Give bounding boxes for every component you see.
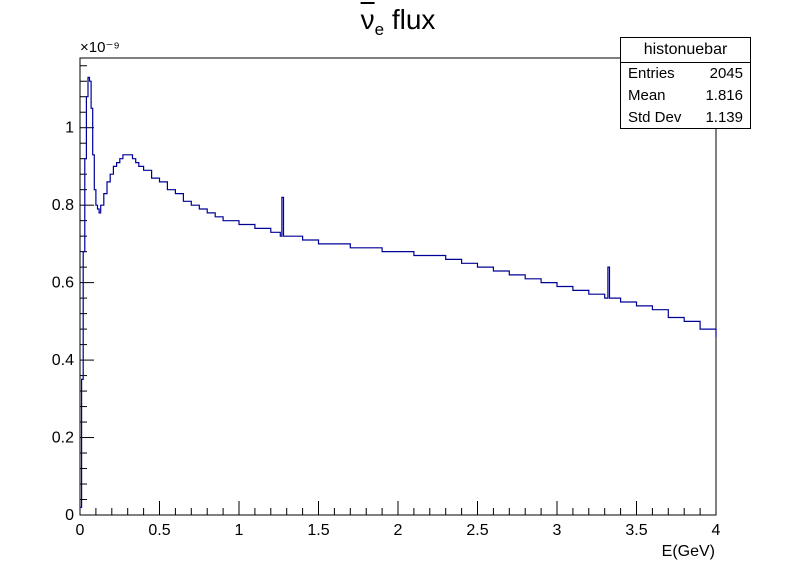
stats-row-mean: Mean 1.816 xyxy=(621,85,750,107)
series-layer xyxy=(80,76,717,508)
chart-title: νe flux xyxy=(0,4,796,40)
x-tick-label: 0 xyxy=(76,522,85,539)
stats-box-title: histonuebar xyxy=(621,38,750,63)
stats-value: 2045 xyxy=(709,65,743,82)
x-tick-label: 3.5 xyxy=(625,522,647,539)
stats-label: Std Dev xyxy=(628,109,682,126)
stats-row-stddev: Std Dev 1.139 xyxy=(621,107,750,129)
x-tick-label: 4 xyxy=(712,522,721,539)
y-tick-label: 0.8 xyxy=(52,197,74,214)
stats-label: Entries xyxy=(628,65,675,82)
y-tick-label: 1 xyxy=(65,120,74,137)
x-tick-label: 1 xyxy=(235,522,244,539)
stats-value: 1.816 xyxy=(705,87,743,104)
y-axis-multiplier: ×10⁻⁹ xyxy=(80,39,120,56)
y-tick-label: 0.6 xyxy=(52,275,74,292)
y-tick-label: 0 xyxy=(65,507,74,524)
y-tick-label: 0.4 xyxy=(52,352,74,369)
x-tick-label: 1.5 xyxy=(307,522,329,539)
title-text: flux xyxy=(384,4,436,35)
axes: 0 0.5 1 1.5 2 2.5 3 3.5 4 0 0.2 0.4 0.6 0.8 1 xyxy=(52,57,721,539)
x-tick-label: 2 xyxy=(394,522,403,539)
x-tick-label: 0.5 xyxy=(148,522,170,539)
title-nu-symbol: ν xyxy=(360,4,375,35)
x-tick-label: 2.5 xyxy=(466,522,488,539)
flux-series-line xyxy=(80,76,717,508)
stats-box: histonuebar Entries 2045 Mean 1.816 Std … xyxy=(620,37,751,129)
title-subscript: e xyxy=(374,20,385,39)
y-tick-label: 0.2 xyxy=(52,430,74,447)
x-tick-label: 3 xyxy=(553,522,562,539)
stats-label: Mean xyxy=(628,87,666,104)
stats-row-entries: Entries 2045 xyxy=(621,63,750,85)
stats-value: 1.139 xyxy=(705,109,743,126)
x-axis-label: E(GeV) xyxy=(662,543,715,560)
